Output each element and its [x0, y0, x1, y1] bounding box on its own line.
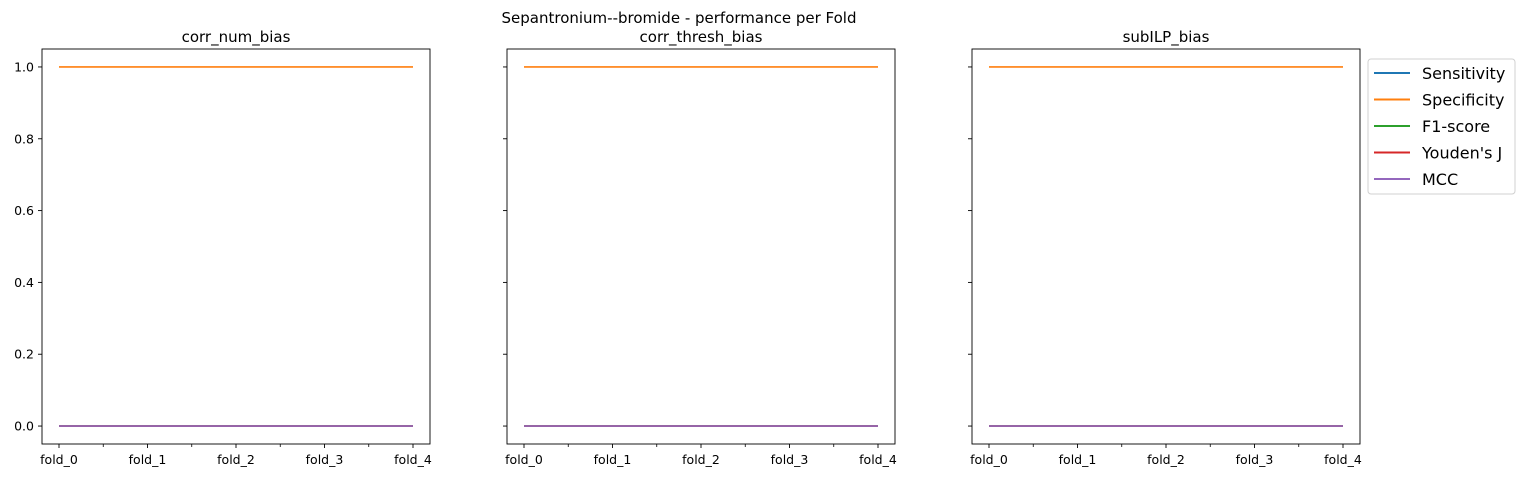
- axes-frame: [971, 48, 1361, 445]
- y-tick-label: 0.0: [14, 419, 34, 434]
- x-tick-label: fold_1: [129, 452, 167, 467]
- x-tick-label: fold_2: [217, 452, 255, 467]
- axes-frame: [506, 48, 896, 445]
- legend-box: [1367, 58, 1516, 195]
- legend-entry-label: Specificity: [1422, 91, 1504, 110]
- subplot-2: subILP_bias fold_0 fold_1 fold_2 fold_3 fold_…: [968, 28, 1362, 467]
- subplot-0: corr_num_bias 0.0 0.2 0.4 0.6 0.8 1.0 fold_0 fol…: [14, 28, 432, 467]
- x-tick-label: fold_2: [1147, 452, 1185, 467]
- legend: Sensitivity Specificity F1-score Youden's J…: [1367, 58, 1516, 195]
- x-tick-label: fold_4: [859, 452, 897, 467]
- subplot-1: corr_thresh_bias fold_0 fold_1 fold_2 fold_3…: [503, 28, 897, 467]
- subplot-title: corr_thresh_bias: [640, 28, 763, 47]
- legend-entry-label: MCC: [1422, 170, 1458, 189]
- x-tick-label: fold_3: [306, 452, 344, 467]
- y-tick-label: 0.4: [14, 275, 34, 290]
- legend-entry-label: Youden's J: [1421, 144, 1502, 163]
- legend-entry-label: Sensitivity: [1422, 64, 1505, 83]
- legend-entry-label: F1-score: [1422, 117, 1490, 136]
- x-tick-label: fold_1: [1059, 452, 1097, 467]
- x-tick-label: fold_0: [505, 452, 543, 467]
- subplot-title: subILP_bias: [1123, 28, 1210, 47]
- x-tick-label: fold_1: [594, 452, 632, 467]
- y-tick-label: 1.0: [14, 59, 34, 74]
- subplot-title: corr_num_bias: [182, 28, 291, 47]
- x-tick-label: fold_0: [970, 452, 1008, 467]
- y-tick-label: 0.2: [14, 347, 34, 362]
- x-tick-label: fold_0: [40, 452, 78, 467]
- figure-suptitle: Sepantronium--bromide - performance per …: [502, 9, 857, 27]
- x-tick-label: fold_3: [771, 452, 809, 467]
- x-tick-label: fold_4: [394, 452, 432, 467]
- x-tick-label: fold_4: [1324, 452, 1362, 467]
- x-tick-label: fold_2: [682, 452, 720, 467]
- x-tick-label: fold_3: [1236, 452, 1274, 467]
- subplots: corr_num_bias 0.0 0.2 0.4 0.6 0.8 1.0 fold_0 fol…: [14, 28, 1362, 467]
- axes-frame: [41, 48, 431, 445]
- y-tick-label: 0.6: [14, 203, 34, 218]
- y-tick-label: 0.8: [14, 131, 34, 146]
